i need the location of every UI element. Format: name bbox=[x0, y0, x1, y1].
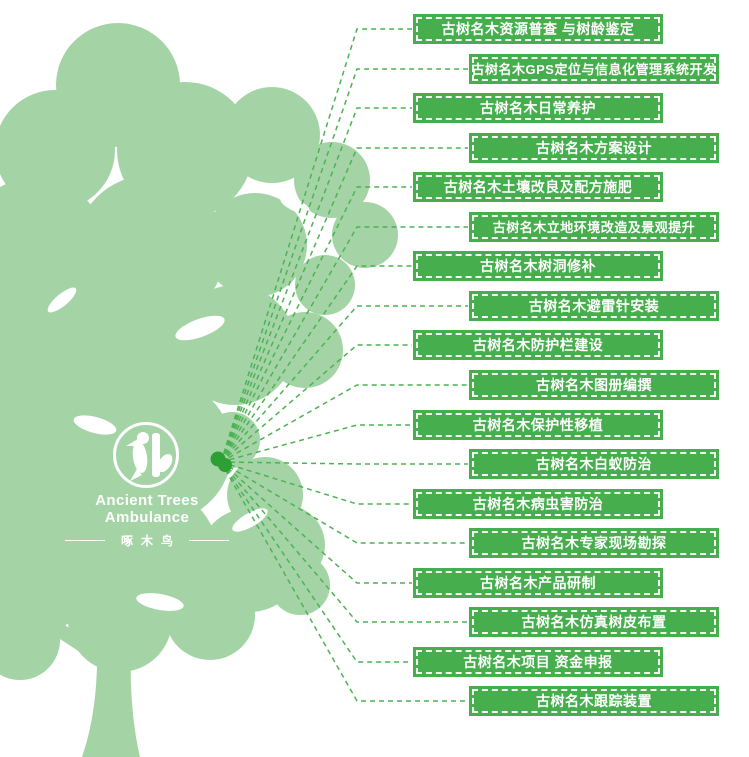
service-label: 古树名木土壤改良及配方施肥 bbox=[443, 179, 633, 195]
service-banner: 古树名木GPS定位与信息化管理系统开发 bbox=[469, 54, 719, 84]
service-banner: 古树名木树洞修补 bbox=[413, 251, 663, 281]
service-label: 古树名木图册编撰 bbox=[536, 377, 652, 393]
service-banner: 古树名木仿真树皮布置 bbox=[469, 607, 719, 637]
service-label: 古树名木项目 资金申报 bbox=[463, 654, 613, 670]
service-label: 古树名木立地环境改造及景观提升 bbox=[492, 219, 696, 235]
service-label: 古树名木白蚁防治 bbox=[536, 456, 652, 472]
connector-line bbox=[220, 461, 468, 623]
service-label: 古树名木保护性移植 bbox=[472, 417, 604, 433]
tree-branch bbox=[22, 603, 98, 660]
woodpecker-icon bbox=[126, 432, 173, 481]
connector-line bbox=[220, 186, 412, 463]
connector-line bbox=[220, 68, 468, 463]
canopy-gaps bbox=[47, 196, 310, 611]
connector-line bbox=[220, 424, 412, 463]
service-label: 古树名木方案设计 bbox=[536, 140, 652, 156]
service-label: 古树名木仿真树皮布置 bbox=[521, 614, 667, 630]
service-banner: 古树名木资源普查 与树龄鉴定 bbox=[413, 14, 663, 44]
service-banner: 古树名木产品研制 bbox=[413, 568, 663, 598]
service-banner: 古树名木避雷针安装 bbox=[469, 291, 719, 321]
logo-rule-left bbox=[64, 539, 105, 542]
woodpecker-emblem-circle bbox=[113, 422, 179, 488]
service-label: 古树名木跟踪装置 bbox=[536, 693, 652, 709]
connector-line bbox=[220, 461, 468, 465]
connector-line bbox=[220, 461, 412, 584]
service-banner: 古树名木日常养护 bbox=[413, 93, 663, 123]
service-label: 古树名木专家现场勘探 bbox=[521, 535, 667, 551]
tree-silhouette bbox=[0, 23, 398, 757]
tree-trunk bbox=[82, 628, 140, 757]
service-banner: 古树名木图册编撰 bbox=[469, 370, 719, 400]
service-banner: 古树名木方案设计 bbox=[469, 133, 719, 163]
service-label: 古树名木防护栏建设 bbox=[472, 337, 604, 353]
connector-line bbox=[220, 265, 412, 463]
service-banner: 古树名木防护栏建设 bbox=[413, 330, 663, 360]
connector-line bbox=[220, 147, 468, 463]
connector-lines bbox=[220, 28, 468, 702]
service-label: 古树名木日常养护 bbox=[480, 100, 596, 116]
service-label: 古树名木树洞修补 bbox=[480, 258, 596, 274]
logo-rule-right bbox=[189, 539, 229, 542]
service-banner: 古树名木立地环境改造及景观提升 bbox=[469, 212, 719, 242]
service-banner: 古树名木跟踪装置 bbox=[469, 686, 719, 716]
connector-line bbox=[220, 384, 468, 463]
brand-logo: Ancient Trees Ambulance 啄木鸟 bbox=[57, 420, 237, 549]
connector-line bbox=[220, 28, 412, 463]
logo-title: Ancient Trees Ambulance bbox=[95, 492, 199, 526]
service-banner: 古树名木保护性移植 bbox=[413, 410, 663, 440]
service-label: 古树名木避雷针安装 bbox=[528, 298, 660, 314]
connector-line bbox=[220, 461, 468, 702]
service-label: 古树名木病虫害防治 bbox=[472, 496, 604, 512]
connector-line bbox=[220, 344, 412, 463]
connector-line bbox=[220, 461, 412, 505]
service-banner: 古树名木土壤改良及配方施肥 bbox=[413, 172, 663, 202]
service-label: 古树名木GPS定位与信息化管理系统开发 bbox=[471, 61, 717, 77]
connector-line bbox=[220, 226, 468, 463]
service-banner: 古树名木白蚁防治 bbox=[469, 449, 719, 479]
service-banner: 古树名木病虫害防治 bbox=[413, 489, 663, 519]
hub-dot bbox=[210, 451, 232, 472]
connector-line bbox=[220, 107, 412, 463]
logo-subtitle-row: 啄木鸟 bbox=[57, 532, 237, 549]
service-label: 古树名木资源普查 与树龄鉴定 bbox=[441, 21, 635, 37]
service-banner: 古树名木专家现场勘探 bbox=[469, 528, 719, 558]
service-banner: 古树名木项目 资金申报 bbox=[413, 647, 663, 677]
connector-line bbox=[220, 305, 468, 463]
logo-subtitle: 啄木鸟 bbox=[120, 534, 181, 548]
service-label: 古树名木产品研制 bbox=[480, 575, 596, 591]
